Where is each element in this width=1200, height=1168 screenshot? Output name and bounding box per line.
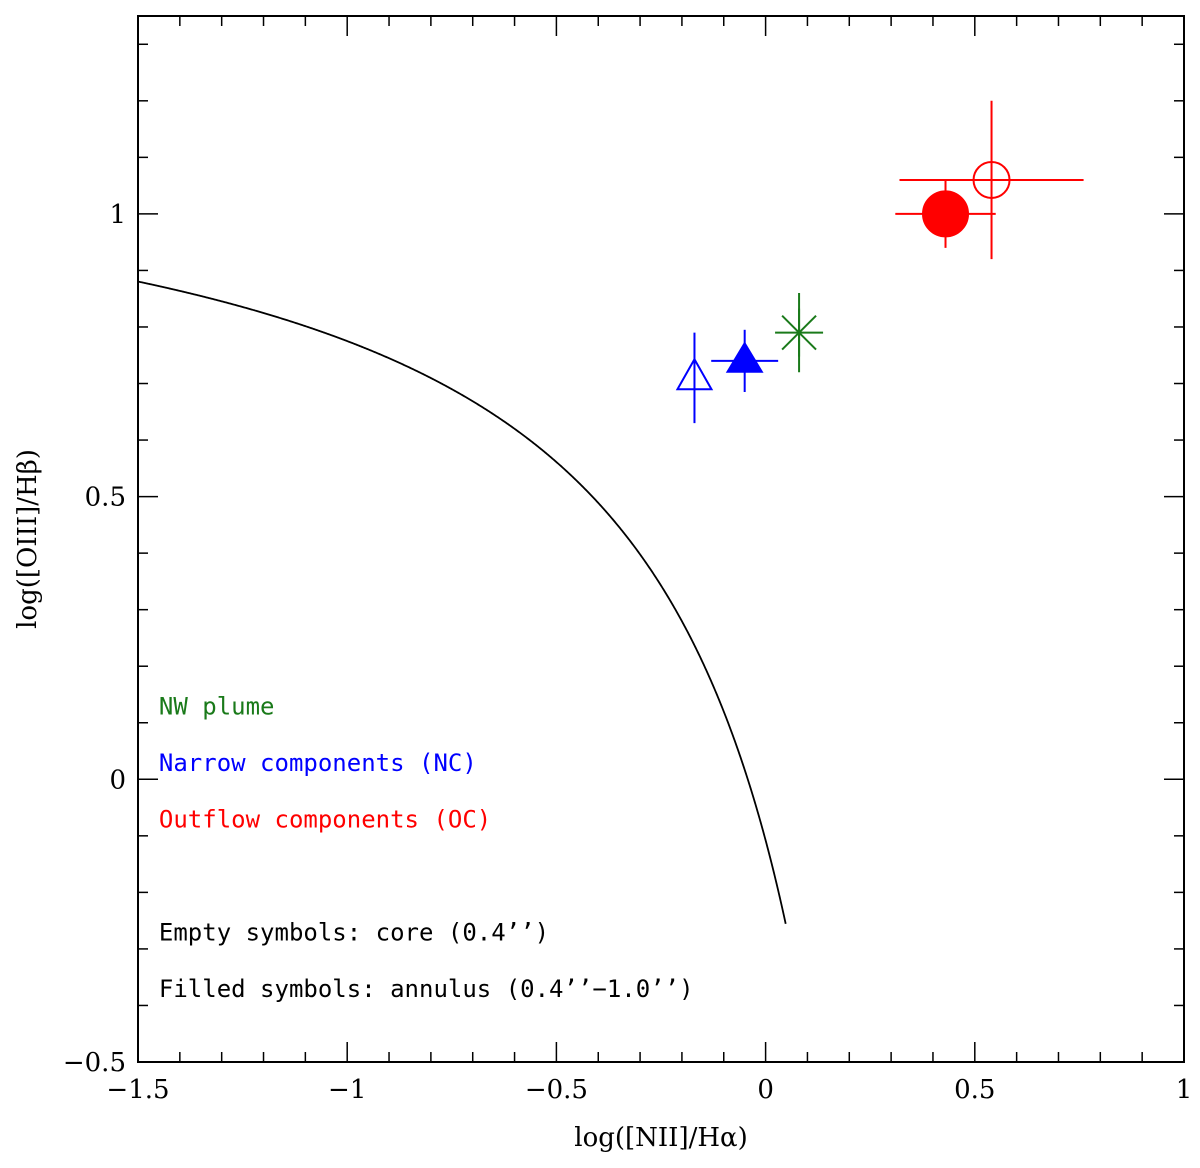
y-tick-label: 0 bbox=[109, 765, 126, 795]
legend-annotation: Empty symbols: core (0.4’’) bbox=[159, 918, 549, 946]
y-axis-title: log([OIII]/Hβ) bbox=[13, 449, 43, 629]
legend-annotation: Outflow components (OC) bbox=[159, 805, 491, 833]
asterisk-stroke bbox=[781, 314, 817, 351]
demarcation-curve bbox=[138, 280, 787, 924]
legend-annotation: NW plume bbox=[159, 692, 275, 720]
data-point-triangle-filled bbox=[725, 341, 764, 373]
x-tick-label: 0.5 bbox=[954, 1075, 995, 1105]
y-tick-label: 0.5 bbox=[85, 483, 126, 513]
x-tick-label: −0.5 bbox=[525, 1075, 588, 1105]
y-tick-label: 1 bbox=[109, 200, 126, 230]
x-tick-label: 0 bbox=[757, 1075, 774, 1105]
data-point-triangle-open bbox=[675, 357, 714, 391]
x-tick-label: 1 bbox=[1176, 1075, 1193, 1105]
legend-annotation: Filled symbols: annulus (0.4’’−1.0’’) bbox=[159, 975, 694, 1003]
plot-frame bbox=[137, 15, 1185, 1063]
y-tick-label: −0.5 bbox=[63, 1048, 126, 1078]
data-point-circle-open bbox=[972, 160, 1011, 199]
data-point-asterisk bbox=[775, 308, 824, 357]
legend-annotation: Narrow components (NC) bbox=[159, 749, 477, 777]
data-point-circle-filled bbox=[922, 190, 970, 238]
x-tick-label: −1.5 bbox=[106, 1075, 169, 1105]
x-axis-title: log([NII]/Hα) bbox=[574, 1123, 747, 1153]
x-tick-label: −1 bbox=[328, 1075, 366, 1105]
